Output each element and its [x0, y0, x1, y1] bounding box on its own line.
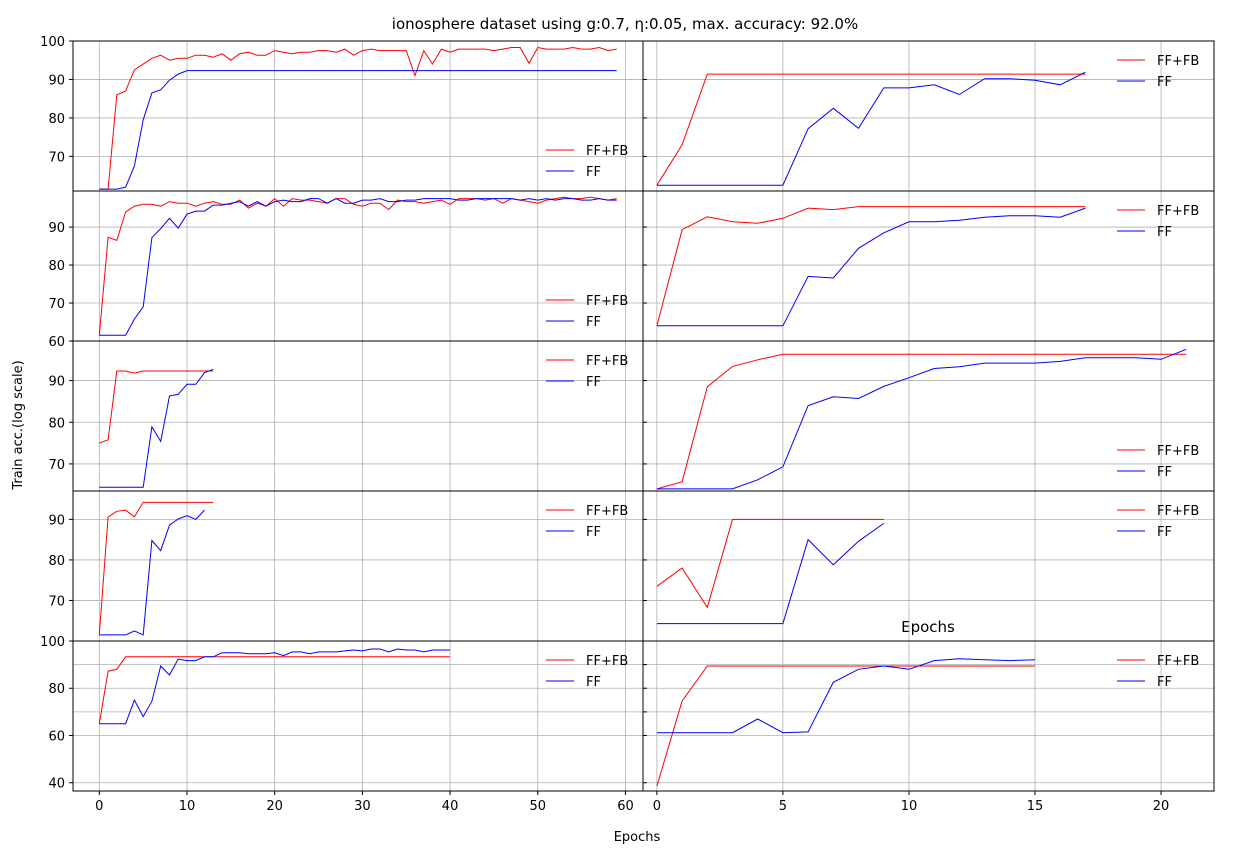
- y-tick-label: 90: [48, 375, 65, 390]
- series-line-ff: [99, 368, 214, 488]
- legend-label: FF: [586, 315, 601, 330]
- y-tick-label: 80: [48, 682, 65, 697]
- y-tick-label: 70: [48, 297, 65, 312]
- stray-epochs-label: Epochs: [901, 618, 955, 636]
- x-tick-label: 40: [442, 799, 459, 814]
- panel-row4-left: 70 80 90 FF+FB FF: [48, 490, 644, 642]
- y-tick-label: 70: [48, 458, 65, 473]
- y-tick-label: 80: [48, 259, 65, 274]
- y-tick-label: 70: [48, 594, 65, 609]
- y-tick-label: 90: [48, 513, 65, 528]
- legend-label: FF: [1157, 675, 1172, 690]
- x-tick-label: 0: [653, 799, 661, 814]
- y-tick-label: 70: [48, 150, 65, 165]
- series-line-ff: [656, 348, 1187, 490]
- series-line-ff-fb: [99, 46, 617, 190]
- panel-row3-right: FF+FB FF: [642, 340, 1215, 492]
- series-line-ff: [656, 658, 1036, 734]
- x-tick-label: 30: [354, 799, 371, 814]
- x-tick-label: 5: [779, 799, 787, 814]
- legend-label: FF+FB: [586, 144, 628, 159]
- legend-label: FF+FB: [1157, 654, 1199, 669]
- legend-label: FF: [1157, 525, 1172, 540]
- panel-row1-right: FF+FB FF: [642, 40, 1215, 192]
- series-line-ff: [656, 71, 1086, 186]
- x-tick-label: 50: [529, 799, 546, 814]
- series-line-ff-fb: [98, 196, 617, 336]
- panel-row5-left: 40 60 80 100 0 10 20 30 40 50 60 FF+FB FF: [40, 635, 644, 814]
- legend-label: FF+FB: [586, 504, 628, 519]
- x-tick-label: 60: [617, 799, 634, 814]
- legend-label: FF+FB: [1157, 54, 1199, 69]
- legend-label: FF: [586, 675, 601, 690]
- series-line-ff-fb: [656, 73, 1086, 186]
- y-tick-label: 80: [48, 416, 65, 431]
- legend-label: FF+FB: [1157, 204, 1199, 219]
- figure-xlabel: Epochs: [614, 830, 661, 845]
- series-line-ff-fb: [98, 501, 214, 635]
- legend-label: FF+FB: [586, 354, 628, 369]
- legend-label: FF: [586, 165, 601, 180]
- panel-row3-left: 70 80 90 FF+FB FF: [48, 340, 644, 492]
- series-line-ff-fb: [656, 518, 884, 609]
- panel-row5-right: 0 5 10 15 20 FF+FB FF: [642, 640, 1215, 814]
- x-tick-label: 20: [266, 799, 283, 814]
- legend-label: FF: [586, 525, 601, 540]
- series-line-ff: [99, 648, 451, 725]
- series-line-ff-fb: [656, 665, 1035, 787]
- legend-label: FF+FB: [1157, 504, 1199, 519]
- y-tick-label: 60: [48, 335, 65, 350]
- y-tick-label: 80: [48, 554, 65, 569]
- legend-label: FF: [586, 375, 601, 390]
- figure-title: ionosphere dataset using g:0.7, η:0.05, …: [392, 15, 858, 33]
- x-tick-label: 20: [1153, 799, 1170, 814]
- panels: 708090100FF+FBFFFF+FBFF60708090FF+FBFFFF…: [40, 35, 1215, 814]
- figure-ylabel: Train acc.(log scale): [11, 360, 26, 490]
- y-tick-label: 60: [48, 729, 65, 744]
- y-tick-label: 90: [48, 73, 65, 88]
- y-tick-label: 90: [48, 221, 65, 236]
- series-line-ff-fb: [656, 353, 1187, 490]
- series-line-ff-fb: [99, 370, 214, 444]
- legend-label: FF+FB: [586, 654, 628, 669]
- y-tick-label: 80: [48, 112, 65, 127]
- series-line-ff: [656, 207, 1086, 327]
- series-line-ff: [99, 198, 617, 336]
- y-tick-label: 100: [40, 635, 65, 650]
- x-tick-label: 15: [1027, 799, 1044, 814]
- series-line-ff-fb: [656, 206, 1086, 326]
- y-tick-label: 40: [48, 777, 65, 792]
- series-line-ff: [99, 70, 617, 190]
- series-line-ff-fb: [98, 656, 451, 724]
- legend-label: FF: [1157, 75, 1172, 90]
- x-tick-label: 10: [901, 799, 918, 814]
- legend-label: FF+FB: [586, 294, 628, 309]
- panel-frame: [642, 640, 1215, 792]
- series-line-ff: [656, 522, 885, 625]
- series-line-ff: [99, 509, 205, 636]
- legend-label: FF: [1157, 225, 1172, 240]
- x-tick-label: 0: [95, 799, 103, 814]
- legend-label: FF+FB: [1157, 444, 1199, 459]
- legend-label: FF: [1157, 465, 1172, 480]
- panel-row1-left: 70 80 90 100 FF+FB FF: [40, 35, 644, 192]
- x-tick-label: 10: [179, 799, 196, 814]
- y-tick-label: 100: [40, 35, 65, 50]
